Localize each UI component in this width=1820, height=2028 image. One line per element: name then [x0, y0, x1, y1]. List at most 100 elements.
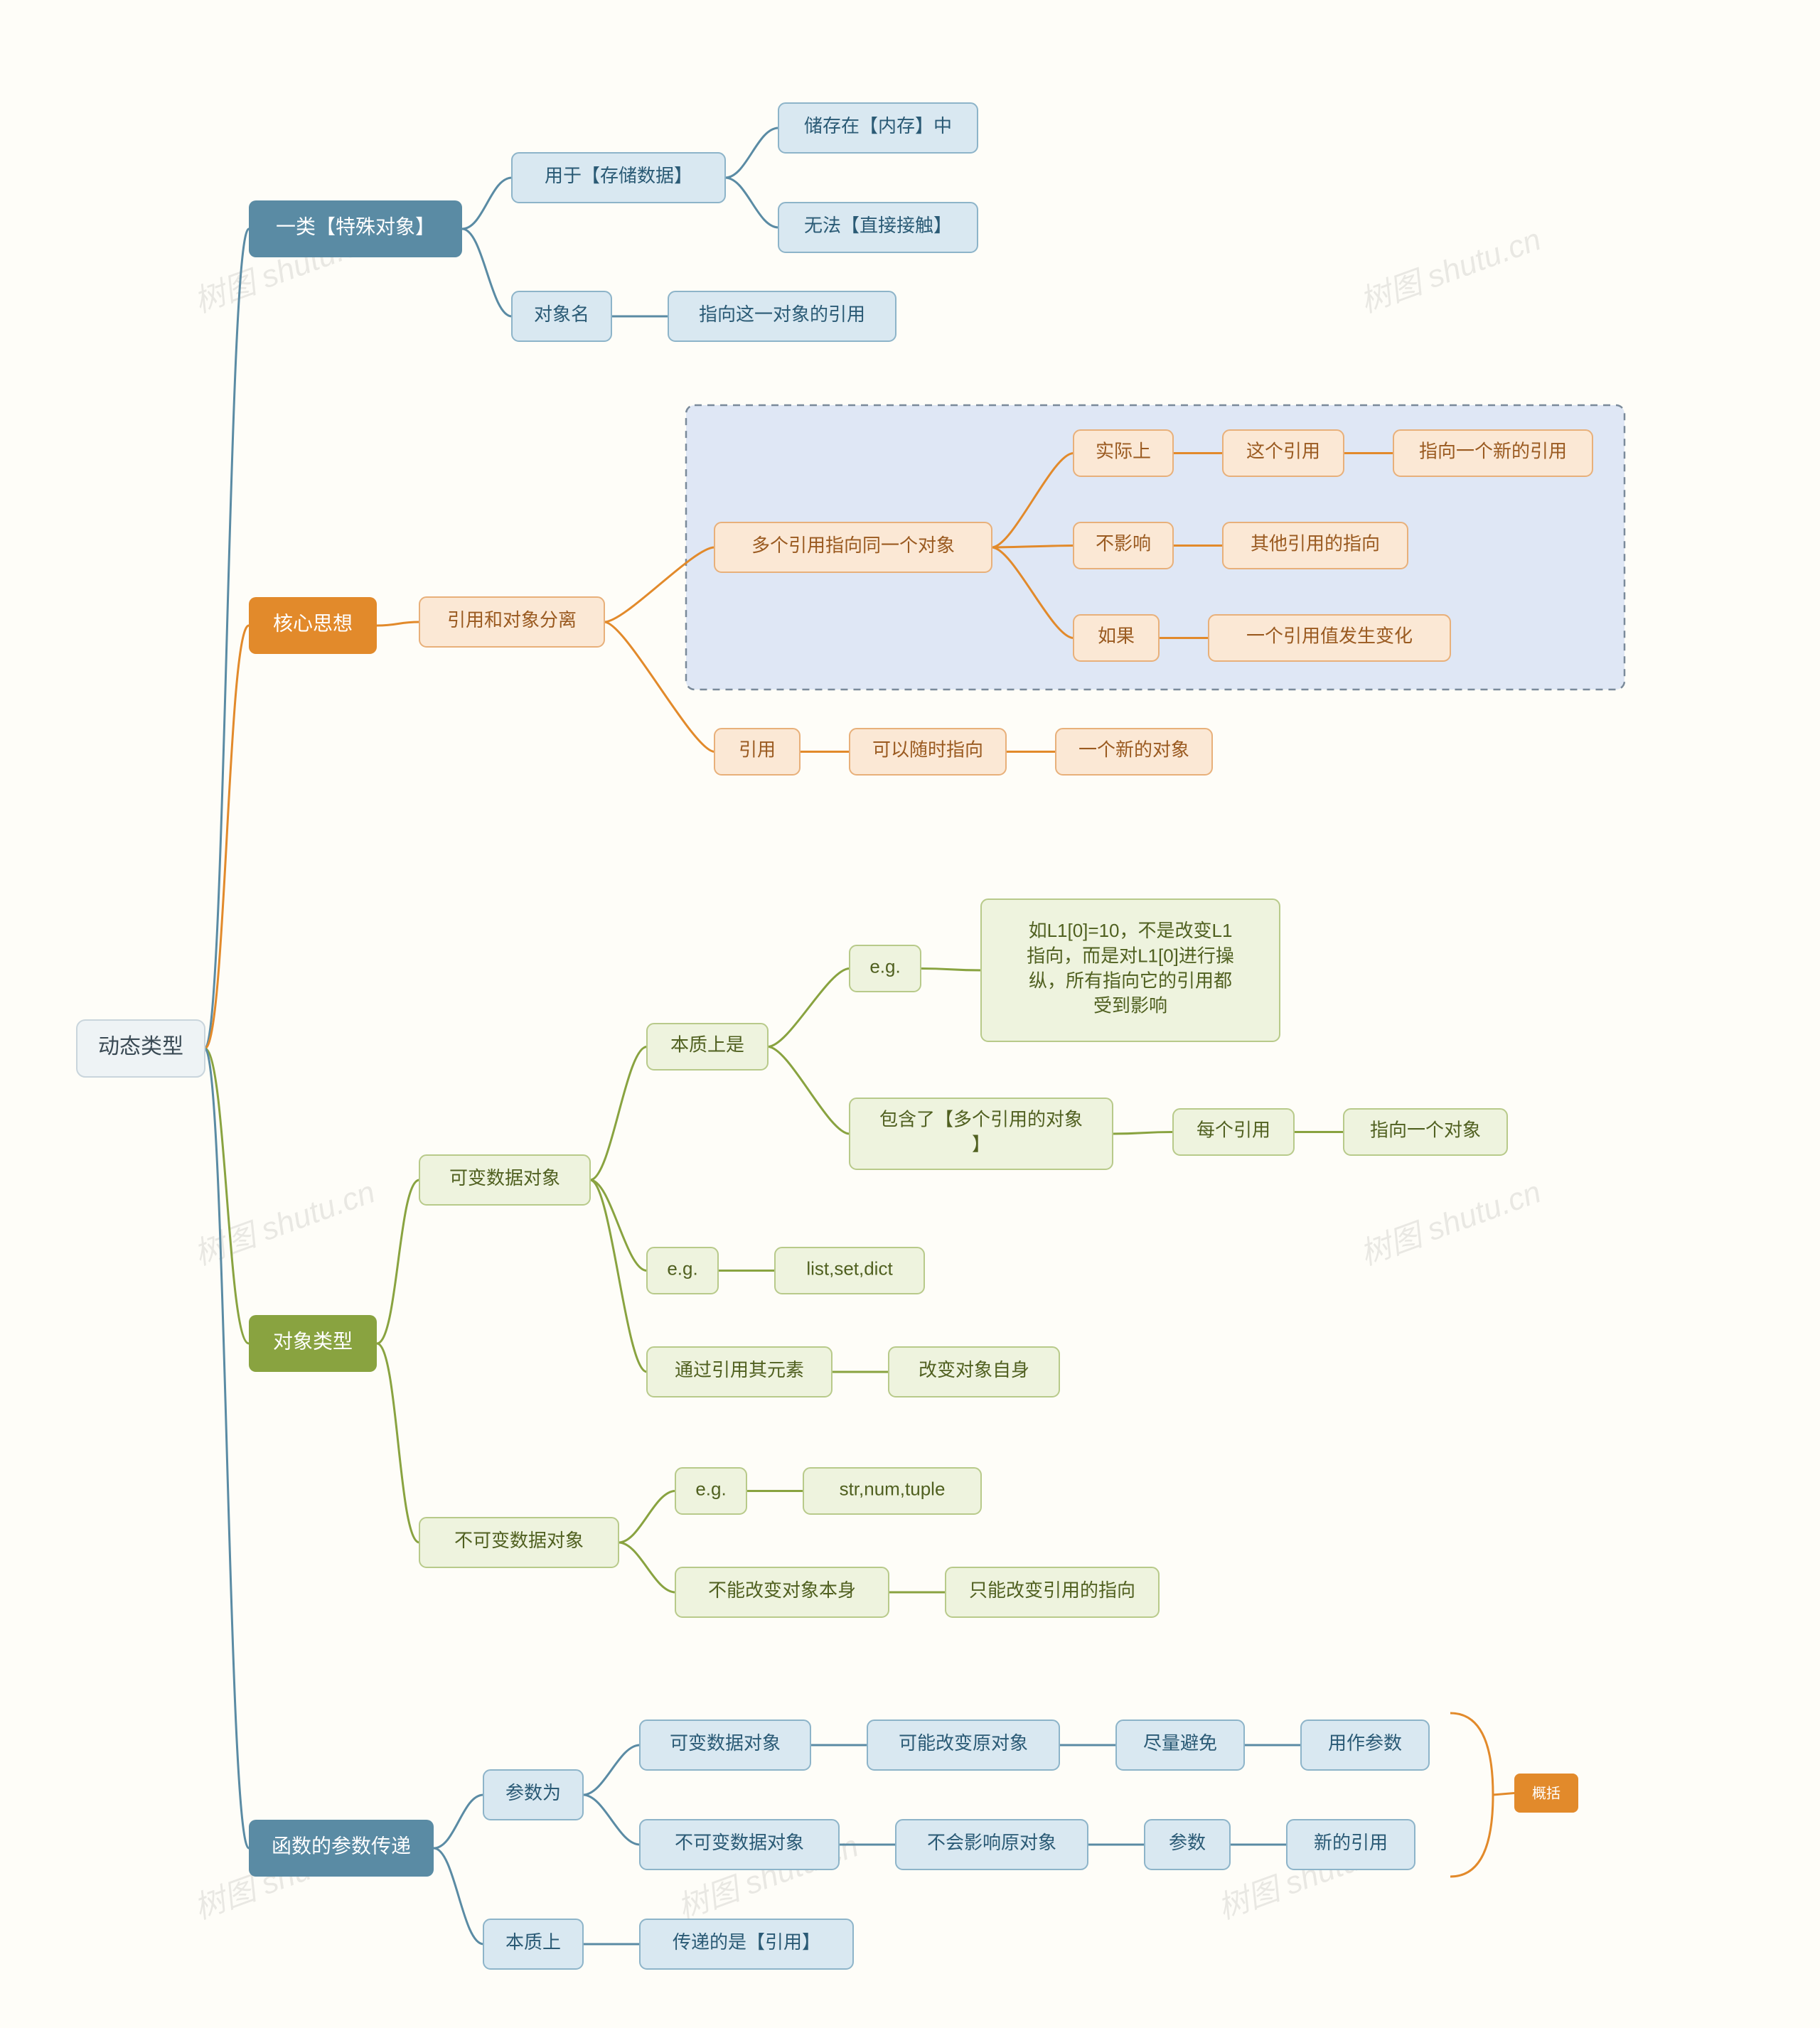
node-label: 本质上	[505, 1931, 561, 1953]
node-label: 通过引用其元素	[675, 1359, 804, 1380]
node-label: 可变数据对象	[670, 1732, 781, 1754]
node-label: 无法【直接接触】	[804, 215, 952, 236]
node-label: str,num,tuple	[840, 1478, 946, 1499]
node-label: 参数为	[505, 1782, 561, 1803]
node-b4a2a[interactable]: 不会影响原对象	[896, 1820, 1088, 1869]
node-root[interactable]: 动态类型	[77, 1020, 205, 1077]
node-b4a[interactable]: 参数为	[483, 1770, 583, 1820]
node-b2a2a[interactable]: 可以随时指向	[850, 729, 1006, 775]
node-label: 指向一个新的引用	[1419, 440, 1567, 461]
node-b1a1[interactable]: 储存在【内存】中	[778, 103, 978, 153]
node-b2a1a1[interactable]: 这个引用	[1223, 430, 1344, 476]
node-b4a2[interactable]: 不可变数据对象	[640, 1820, 839, 1869]
node-b1a[interactable]: 用于【存储数据】	[512, 153, 725, 203]
node-b3[interactable]: 对象类型	[249, 1315, 377, 1372]
node-b3b2[interactable]: 不能改变对象本身	[675, 1567, 889, 1617]
node-label: 尽量避免	[1143, 1732, 1217, 1754]
node-b1[interactable]: 一类【特殊对象】	[249, 200, 462, 257]
node-b4a1a[interactable]: 可能改变原对象	[867, 1720, 1059, 1770]
node-b3a3a[interactable]: 改变对象自身	[889, 1347, 1059, 1397]
node-b3a1[interactable]: 本质上是	[647, 1024, 768, 1070]
node-label: 只能改变引用的指向	[969, 1579, 1135, 1601]
node-b4a1[interactable]: 可变数据对象	[640, 1720, 810, 1770]
node-b4a2b[interactable]: 参数	[1145, 1820, 1230, 1869]
node-b3a[interactable]: 可变数据对象	[419, 1155, 590, 1205]
node-label: 可以随时指向	[872, 739, 983, 760]
node-label: 用作参数	[1328, 1732, 1402, 1754]
node-b4b[interactable]: 本质上	[483, 1919, 583, 1969]
node-label: 指向一个对象	[1370, 1119, 1481, 1140]
node-label: e.g.	[869, 955, 900, 977]
node-b2a2b[interactable]: 一个新的对象	[1056, 729, 1212, 775]
node-label: 一个引用值发生变化	[1246, 625, 1413, 646]
node-label: 引用	[739, 739, 776, 760]
node-b2a1b[interactable]: 不影响	[1074, 522, 1173, 569]
node-label: 对象名	[534, 304, 589, 325]
node-label: 储存在【内存】中	[804, 115, 952, 136]
node-label: 其他引用的指向	[1251, 532, 1380, 554]
node-label: 核心思想	[273, 612, 353, 634]
node-b4a1b[interactable]: 尽量避免	[1116, 1720, 1244, 1770]
node-b2a1c1[interactable]: 一个引用值发生变化	[1209, 615, 1450, 661]
node-label: 每个引用	[1197, 1119, 1270, 1140]
node-label: 纵，所有指向它的引用都	[1029, 970, 1232, 991]
node-label: 多个引用指向同一个对象	[751, 535, 955, 556]
node-label: 不可变数据对象	[454, 1530, 584, 1551]
node-label: 不影响	[1096, 532, 1151, 554]
node-label: 本质上是	[670, 1034, 744, 1055]
node-label: 受到影响	[1093, 995, 1167, 1016]
node-b3b2a[interactable]: 只能改变引用的指向	[946, 1567, 1159, 1617]
node-b4b1[interactable]: 传递的是【引用】	[640, 1919, 853, 1969]
summary-label: 概括	[1532, 1786, 1561, 1802]
node-label: 一类【特殊对象】	[276, 215, 435, 237]
mindmap-canvas: 树图 shutu.cn树图 shutu.cn树图 shutu.cn树图 shut…	[0, 0, 1820, 2028]
node-label: 如果	[1098, 625, 1135, 646]
node-label: 不可变数据对象	[675, 1832, 804, 1853]
node-b3b1[interactable]: e.g.	[675, 1468, 746, 1514]
node-b1a2[interactable]: 无法【直接接触】	[778, 203, 978, 252]
node-b2a1a2[interactable]: 指向一个新的引用	[1393, 430, 1592, 476]
node-b3a1b2[interactable]: 指向一个对象	[1344, 1109, 1507, 1155]
node-b1b1[interactable]: 指向这一对象的引用	[668, 291, 896, 341]
node-label: 实际上	[1096, 440, 1151, 461]
node-b1b[interactable]: 对象名	[512, 291, 611, 341]
node-b4a2c[interactable]: 新的引用	[1287, 1820, 1415, 1869]
node-label: 不能改变对象本身	[708, 1579, 856, 1601]
node-b2a[interactable]: 引用和对象分离	[419, 597, 604, 647]
node-b3a1b1[interactable]: 每个引用	[1173, 1109, 1294, 1155]
node-b3a2a[interactable]: list,set,dict	[775, 1248, 924, 1294]
node-label: 引用和对象分离	[447, 609, 577, 631]
node-b4a1c[interactable]: 用作参数	[1301, 1720, 1429, 1770]
node-label: 对象类型	[273, 1330, 353, 1352]
node-label: list,set,dict	[806, 1257, 893, 1279]
node-label: 】	[972, 1133, 990, 1154]
node-b2[interactable]: 核心思想	[249, 597, 377, 654]
node-label: e.g.	[695, 1478, 726, 1499]
node-b3a1a[interactable]: e.g.	[850, 945, 921, 992]
node-label: e.g.	[667, 1257, 697, 1279]
node-label: 用于【存储数据】	[545, 165, 692, 186]
node-label: 一个新的对象	[1078, 739, 1189, 760]
node-b4[interactable]: 函数的参数传递	[249, 1820, 434, 1877]
node-label: 改变对象自身	[919, 1359, 1029, 1380]
node-label: 参数	[1169, 1832, 1206, 1853]
node-b3b[interactable]: 不可变数据对象	[419, 1518, 619, 1567]
node-label: 包含了【多个引用的对象	[879, 1108, 1083, 1130]
node-b3a1b[interactable]: 包含了【多个引用的对象】	[850, 1098, 1113, 1169]
node-b2a1[interactable]: 多个引用指向同一个对象	[714, 522, 992, 572]
node-b2a1a[interactable]: 实际上	[1074, 430, 1173, 476]
node-label: 动态类型	[98, 1035, 183, 1058]
node-b3a1a1[interactable]: 如L1[0]=10，不是改变L1 指向，而是对L1[0]进行操纵，所有指向它的引用…	[981, 899, 1280, 1041]
node-b2a1c[interactable]: 如果	[1074, 615, 1159, 661]
node-label: 传递的是【引用】	[673, 1931, 820, 1953]
node-b2a2[interactable]: 引用	[714, 729, 800, 775]
node-label: 指向这一对象的引用	[699, 304, 865, 325]
node-label: 这个引用	[1246, 440, 1320, 461]
node-label: 如L1[0]=10，不是改变L1	[1029, 920, 1233, 941]
node-b3a2[interactable]: e.g.	[647, 1248, 718, 1294]
node-b2a1b1[interactable]: 其他引用的指向	[1223, 522, 1408, 569]
node-label: 可变数据对象	[449, 1167, 560, 1189]
node-b3b1a[interactable]: str,num,tuple	[803, 1468, 981, 1514]
node-label: 指向，而是对L1[0]进行操	[1027, 945, 1234, 966]
node-b3a3[interactable]: 通过引用其元素	[647, 1347, 832, 1397]
